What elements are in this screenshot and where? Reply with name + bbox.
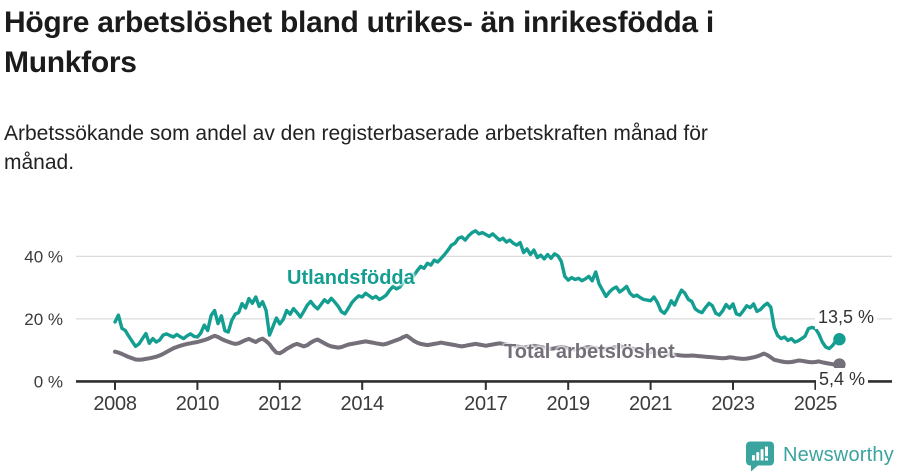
chart-subtitle: Arbetssökande som andel av den registerb… — [4, 119, 708, 177]
x-axis-tick-label: 2014 — [341, 393, 384, 415]
x-axis-tick-label: 2019 — [547, 393, 590, 415]
chart-title: Högre arbetslöshet bland utrikes- än inr… — [4, 3, 714, 83]
y-axis-tick-label: 20 % — [24, 310, 63, 329]
series-end-dot-total — [833, 358, 846, 371]
series-line-foreign — [113, 229, 842, 351]
newsworthy-logo[interactable]: Newsworthy — [744, 439, 894, 472]
x-axis-tick-label: 2023 — [711, 393, 754, 415]
bar-chart-speech-bubble-icon — [746, 441, 774, 472]
y-axis-tick-label: 40 % — [24, 247, 63, 266]
series-label-utlandsfodda: Utlandsfödda — [287, 267, 415, 289]
x-axis-tick-label: 2012 — [258, 393, 301, 415]
chart-title-line-2: Munkfors — [4, 46, 137, 79]
end-value-label-total: 5,4 % — [816, 368, 869, 391]
newsworthy-brand-text: Newsworthy — [783, 444, 894, 466]
x-axis-tick-label: 2025 — [794, 393, 837, 415]
x-axis-tick-label: 2021 — [629, 393, 672, 415]
chart-title-line-1: Högre arbetslöshet bland utrikes- än inr… — [4, 6, 714, 39]
y-axis-tick-label: 0 % — [34, 372, 63, 391]
x-axis-tick-label: 2010 — [176, 393, 219, 415]
x-axis-tick-label: 2017 — [464, 393, 507, 415]
x-axis-tick-label: 2008 — [93, 393, 136, 415]
series-label-total-arbetsloshet: Total arbetslöshet — [504, 341, 675, 363]
chart-subtitle-line-2: månad. — [4, 151, 75, 174]
series-end-dot-foreign — [833, 333, 846, 346]
chart-subtitle-line-1: Arbetssökande som andel av den registerb… — [4, 122, 708, 145]
series-line-total — [113, 333, 842, 367]
end-value-label-utlandsfodda: 13,5 % — [815, 306, 878, 329]
